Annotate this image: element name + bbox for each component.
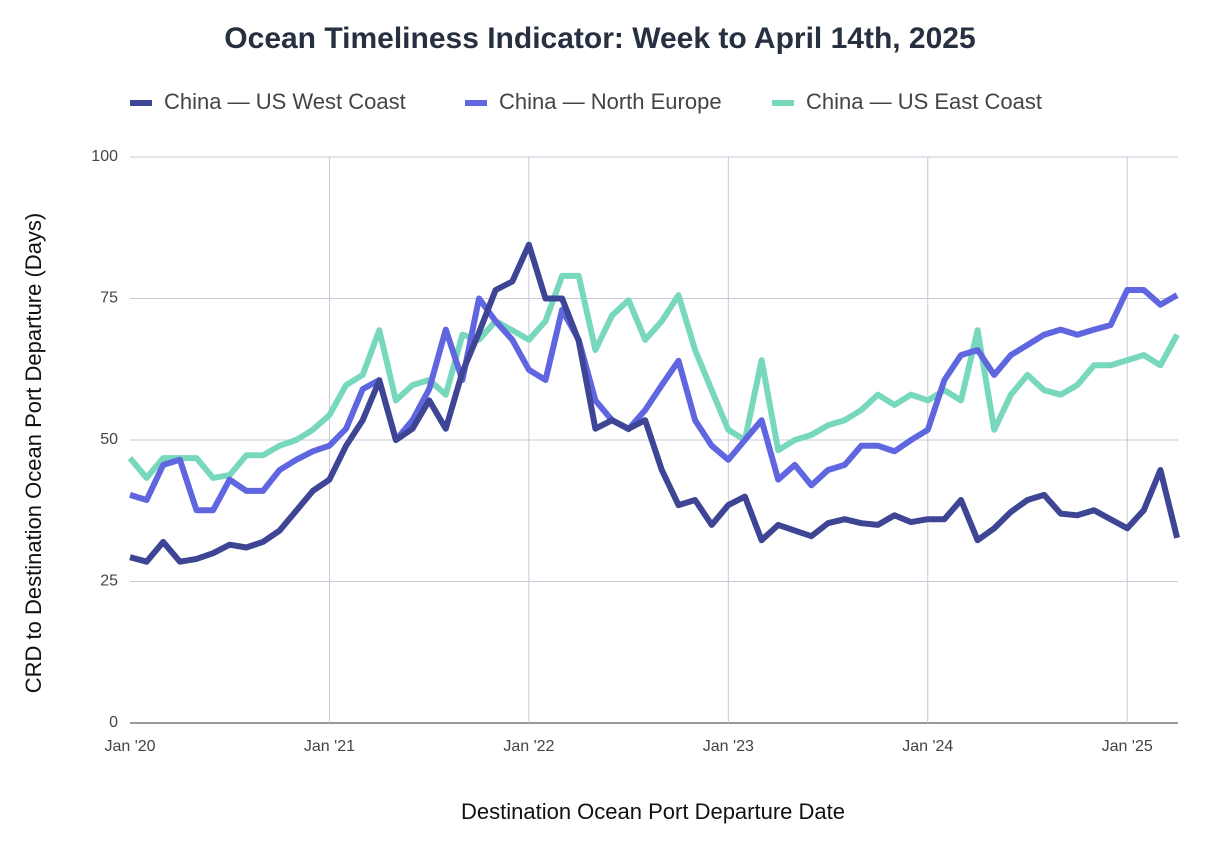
legend-label: China — US East Coast xyxy=(806,89,1042,114)
line-series xyxy=(129,287,1179,514)
x-tick-label: Jan '20 xyxy=(104,738,155,755)
x-tick-label: Jan '25 xyxy=(1102,738,1153,755)
x-tick-label: Jan '23 xyxy=(703,738,754,755)
chart-title: Ocean Timeliness Indicator: Week to Apri… xyxy=(224,22,975,55)
x-axis-title: Destination Ocean Port Departure Date xyxy=(461,799,845,824)
y-axis-title: CRD to Destination Ocean Port Departure … xyxy=(21,213,46,694)
y-tick-label: 100 xyxy=(91,148,118,165)
legend-label: China — North Europe xyxy=(499,89,722,114)
y-tick-label: 75 xyxy=(100,290,118,307)
y-tick-label: 25 xyxy=(100,573,118,590)
x-tick-label: Jan '22 xyxy=(503,738,554,755)
x-tick-label: Jan '21 xyxy=(304,738,355,755)
x-tick-label: Jan '24 xyxy=(902,738,953,755)
y-tick-label: 0 xyxy=(109,714,118,731)
legend-label: China — US West Coast xyxy=(164,89,406,114)
line-series xyxy=(127,272,1180,481)
y-tick-label: 50 xyxy=(100,431,118,448)
line-series xyxy=(129,241,1181,565)
